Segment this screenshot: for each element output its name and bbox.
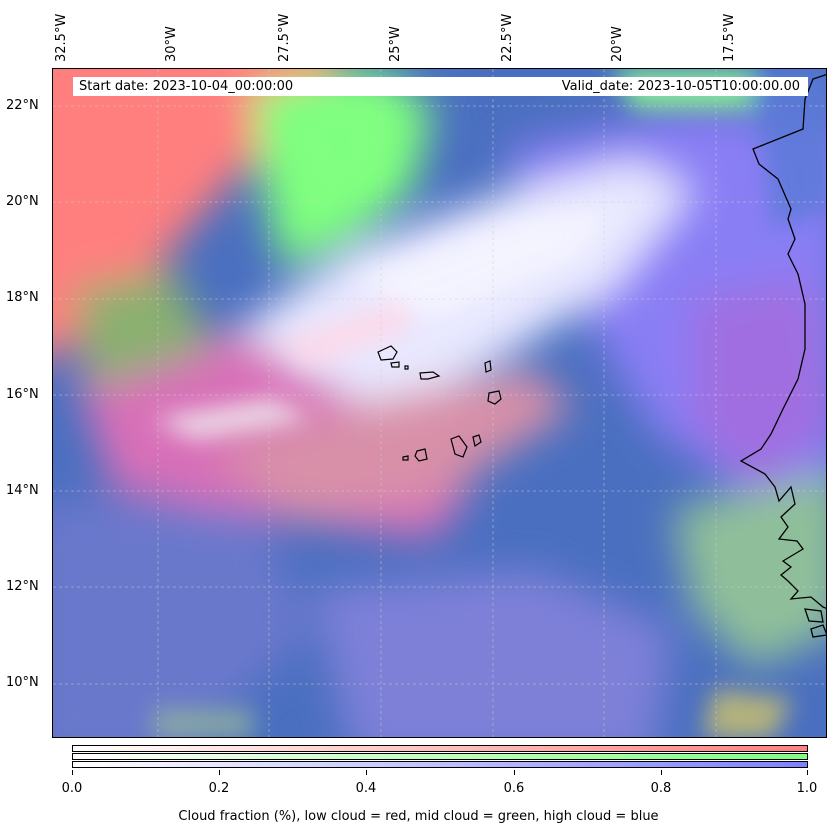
- lon-label-20w: 20°W: [610, 26, 625, 62]
- cape-verde-islands: [377, 345, 502, 462]
- colorbar-low-cloud-red: [72, 745, 808, 752]
- lat-label-16n: 16°N: [6, 387, 39, 402]
- graticule: [53, 69, 826, 737]
- africa-coastline: [739, 73, 826, 638]
- colorbar-high-cloud-blue: [72, 761, 808, 768]
- colorbar-tick-0-4: 0.4: [355, 781, 377, 796]
- lat-label-22n: 22°N: [6, 98, 39, 113]
- valid-date-label: Valid_date: 2023-10-05T10:00:00.00: [561, 79, 800, 94]
- start-date-label: Start date: 2023-10-04_00:00:00: [79, 79, 294, 94]
- colorbar-tick-0: 0.0: [61, 781, 83, 796]
- colorbar-tick-0-2: 0.2: [208, 781, 230, 796]
- cloud-fraction-map: Start date: 2023-10-04_00:00:00 Valid_da…: [52, 68, 827, 738]
- colorbar-tick-1: 1.0: [796, 781, 818, 796]
- lon-label-17-5w: 17.5°W: [722, 13, 737, 62]
- colorbar-tick-0-6: 0.6: [503, 781, 525, 796]
- lat-label-12n: 12°N: [6, 579, 39, 594]
- lon-label-22-5w: 22.5°W: [500, 13, 515, 62]
- colorbar-tickmark: [72, 770, 73, 775]
- colorbar-tickmark: [807, 770, 808, 775]
- lon-label-27-5w: 27.5°W: [277, 13, 292, 62]
- colorbar-label: Cloud fraction (%), low cloud = red, mid…: [178, 809, 659, 824]
- lat-label-20n: 20°N: [6, 194, 39, 209]
- colorbar-tickmark: [661, 770, 662, 775]
- lat-label-18n: 18°N: [6, 290, 39, 305]
- colorbar-tickmark: [366, 770, 367, 775]
- lon-label-30w: 30°W: [164, 26, 179, 62]
- date-banner: Start date: 2023-10-04_00:00:00 Valid_da…: [73, 77, 808, 96]
- colorbar-tick-0-8: 0.8: [650, 781, 672, 796]
- colorbar-tickmark: [219, 770, 220, 775]
- cloud-field-layer: [53, 69, 826, 737]
- colorbar-tickmark: [514, 770, 515, 775]
- lon-label-25w: 25°W: [388, 26, 403, 62]
- colorbar-mid-cloud-green: [72, 753, 808, 760]
- lat-label-14n: 14°N: [6, 483, 39, 498]
- lon-label-32-5w: 32.5°W: [54, 13, 69, 62]
- colorbar: [72, 745, 808, 769]
- lat-label-10n: 10°N: [6, 675, 39, 690]
